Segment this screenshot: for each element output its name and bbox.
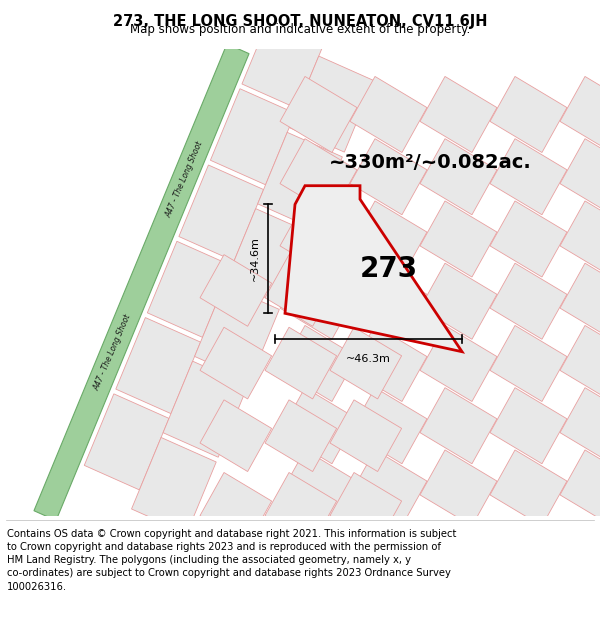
Polygon shape bbox=[265, 472, 337, 544]
Polygon shape bbox=[194, 285, 280, 381]
Polygon shape bbox=[200, 400, 272, 471]
Polygon shape bbox=[490, 326, 567, 401]
Polygon shape bbox=[280, 263, 357, 339]
Polygon shape bbox=[265, 400, 337, 471]
Text: ~330m²/~0.082ac.: ~330m²/~0.082ac. bbox=[329, 153, 532, 173]
Polygon shape bbox=[257, 132, 343, 228]
Polygon shape bbox=[350, 388, 427, 464]
Polygon shape bbox=[490, 76, 567, 152]
Polygon shape bbox=[285, 186, 462, 352]
Text: A47 - The Long Shoot: A47 - The Long Shoot bbox=[164, 140, 204, 219]
Polygon shape bbox=[420, 450, 497, 526]
Polygon shape bbox=[265, 328, 337, 399]
Polygon shape bbox=[490, 139, 567, 215]
Polygon shape bbox=[560, 76, 600, 152]
Polygon shape bbox=[490, 388, 567, 464]
Polygon shape bbox=[84, 394, 169, 490]
Polygon shape bbox=[560, 326, 600, 401]
Polygon shape bbox=[280, 76, 357, 152]
Polygon shape bbox=[242, 12, 326, 109]
Polygon shape bbox=[200, 254, 272, 326]
Polygon shape bbox=[200, 328, 272, 399]
Text: ~34.6m: ~34.6m bbox=[250, 236, 260, 281]
Polygon shape bbox=[280, 450, 357, 526]
Polygon shape bbox=[420, 139, 497, 215]
Polygon shape bbox=[280, 326, 357, 401]
Polygon shape bbox=[350, 201, 427, 277]
Polygon shape bbox=[560, 450, 600, 526]
Polygon shape bbox=[265, 254, 337, 326]
Polygon shape bbox=[490, 263, 567, 339]
Polygon shape bbox=[350, 263, 427, 339]
Polygon shape bbox=[560, 139, 600, 215]
Text: Map shows position and indicative extent of the property.: Map shows position and indicative extent… bbox=[130, 23, 470, 36]
Polygon shape bbox=[116, 318, 200, 414]
Polygon shape bbox=[350, 139, 427, 215]
Polygon shape bbox=[420, 326, 497, 401]
Polygon shape bbox=[289, 56, 374, 152]
Polygon shape bbox=[163, 361, 248, 458]
Polygon shape bbox=[420, 388, 497, 464]
Polygon shape bbox=[420, 201, 497, 277]
Polygon shape bbox=[280, 201, 357, 277]
Polygon shape bbox=[148, 241, 232, 338]
Polygon shape bbox=[350, 76, 427, 152]
Polygon shape bbox=[200, 472, 272, 544]
Polygon shape bbox=[330, 328, 401, 399]
Polygon shape bbox=[226, 209, 311, 304]
Text: 273: 273 bbox=[359, 255, 418, 282]
Polygon shape bbox=[560, 388, 600, 464]
Polygon shape bbox=[179, 165, 263, 261]
Text: 273, THE LONG SHOOT, NUNEATON, CV11 6JH: 273, THE LONG SHOOT, NUNEATON, CV11 6JH bbox=[113, 14, 487, 29]
Text: A47 - The Long Shoot: A47 - The Long Shoot bbox=[92, 312, 133, 392]
Polygon shape bbox=[280, 139, 357, 215]
Text: ~46.3m: ~46.3m bbox=[346, 354, 391, 364]
Polygon shape bbox=[330, 254, 401, 326]
Text: Contains OS data © Crown copyright and database right 2021. This information is : Contains OS data © Crown copyright and d… bbox=[7, 529, 457, 591]
Polygon shape bbox=[560, 263, 600, 339]
Polygon shape bbox=[330, 400, 401, 471]
Polygon shape bbox=[490, 201, 567, 277]
Polygon shape bbox=[34, 44, 249, 521]
Polygon shape bbox=[211, 89, 295, 185]
Polygon shape bbox=[280, 388, 357, 464]
Polygon shape bbox=[420, 76, 497, 152]
Polygon shape bbox=[420, 263, 497, 339]
Polygon shape bbox=[560, 201, 600, 277]
Polygon shape bbox=[350, 450, 427, 526]
Polygon shape bbox=[490, 450, 567, 526]
Polygon shape bbox=[131, 438, 216, 534]
Polygon shape bbox=[350, 326, 427, 401]
Polygon shape bbox=[330, 472, 401, 544]
